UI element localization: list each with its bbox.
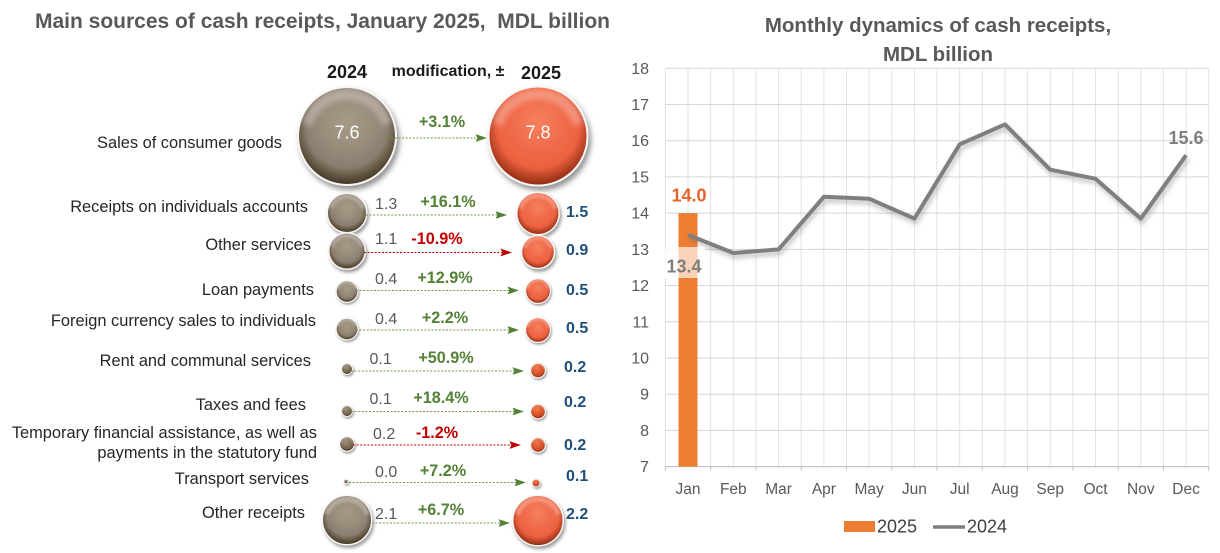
svg-text:2024: 2024 bbox=[967, 517, 1007, 537]
svg-text:15: 15 bbox=[631, 169, 649, 186]
svg-text:9: 9 bbox=[640, 387, 649, 404]
svg-text:7: 7 bbox=[640, 459, 649, 476]
svg-text:8: 8 bbox=[640, 423, 649, 440]
svg-text:Jan: Jan bbox=[676, 481, 701, 498]
svg-text:Dec: Dec bbox=[1172, 481, 1200, 498]
svg-text:12: 12 bbox=[631, 278, 649, 295]
svg-text:Jun: Jun bbox=[902, 481, 927, 498]
svg-text:Oct: Oct bbox=[1083, 481, 1108, 498]
svg-text:18: 18 bbox=[631, 61, 649, 78]
svg-text:11: 11 bbox=[632, 314, 649, 331]
svg-text:Apr: Apr bbox=[812, 481, 836, 498]
svg-text:14: 14 bbox=[631, 206, 649, 223]
svg-text:15.6: 15.6 bbox=[1168, 128, 1203, 148]
svg-text:MDL billion: MDL billion bbox=[883, 43, 993, 66]
svg-text:16: 16 bbox=[631, 133, 649, 150]
svg-text:Aug: Aug bbox=[991, 481, 1019, 498]
svg-text:Mar: Mar bbox=[765, 481, 792, 498]
svg-text:13: 13 bbox=[631, 242, 649, 259]
svg-text:17: 17 bbox=[631, 97, 649, 114]
svg-text:Nov: Nov bbox=[1127, 481, 1155, 498]
svg-text:Jul: Jul bbox=[950, 481, 970, 498]
svg-text:Sep: Sep bbox=[1036, 481, 1064, 498]
svg-text:Feb: Feb bbox=[720, 481, 747, 498]
svg-text:14.0: 14.0 bbox=[671, 186, 706, 206]
svg-text:10: 10 bbox=[631, 351, 649, 368]
svg-text:May: May bbox=[854, 481, 884, 498]
svg-text:13.4: 13.4 bbox=[666, 257, 701, 277]
svg-text:2025: 2025 bbox=[877, 517, 917, 537]
svg-text:Monthly dynamics of cash recei: Monthly dynamics of cash receipts, bbox=[765, 14, 1111, 37]
